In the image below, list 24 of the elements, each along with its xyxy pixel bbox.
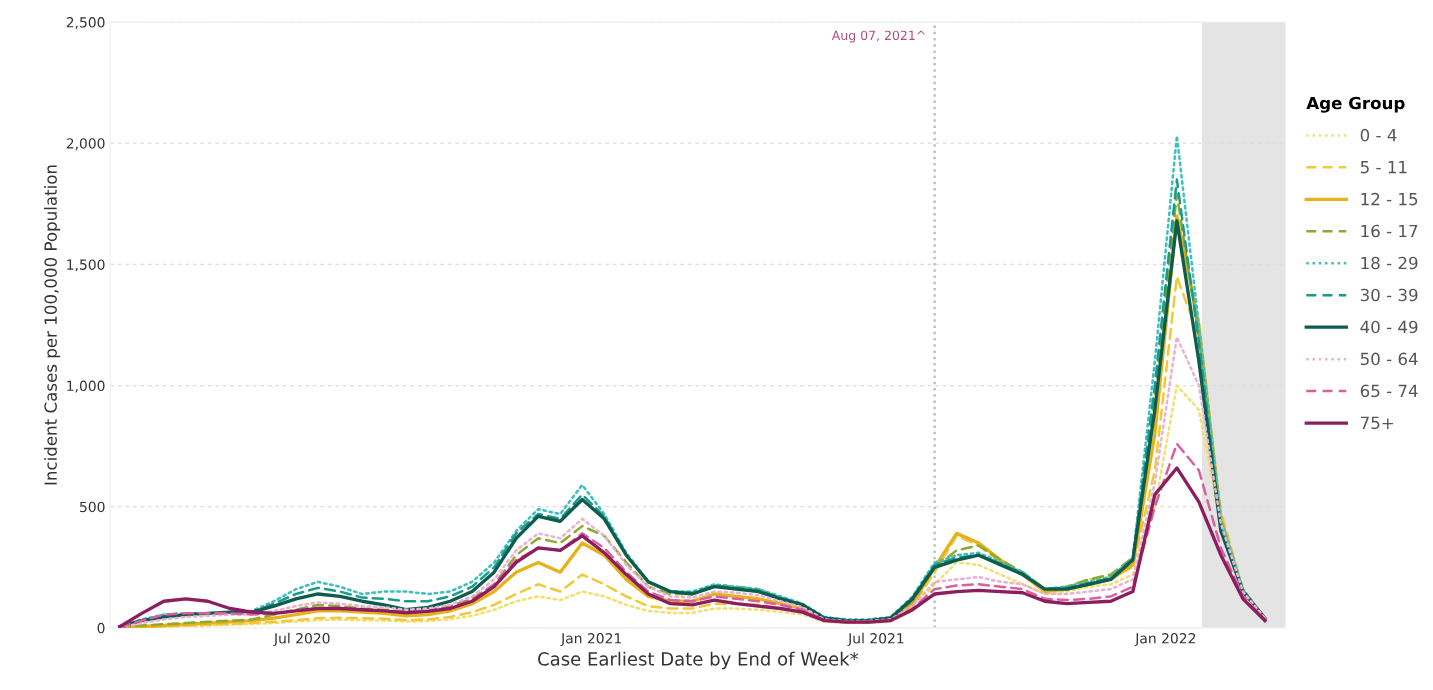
x-axis-title: Case Earliest Date by End of Week* <box>538 651 859 670</box>
legend-label: 40 - 49 <box>1360 320 1418 334</box>
ref-line-label: Aug 07, 2021^ <box>831 30 925 43</box>
y-tick-label: 500 <box>80 501 105 513</box>
legend-label: 65 - 74 <box>1360 384 1418 398</box>
legend-label: 30 - 39 <box>1360 288 1418 302</box>
legend-title: Age Group <box>1306 96 1405 113</box>
y-tick-label: 1,500 <box>67 259 105 272</box>
x-tick-label: Jan 2022 <box>1134 633 1196 647</box>
x-tick-label: Jul 2020 <box>273 632 330 647</box>
x-tick-label: Jan 2021 <box>560 633 621 647</box>
legend-label: 12 - 15 <box>1361 192 1418 206</box>
y-axis-title: Incident Cases per 100,000 Population <box>44 165 61 485</box>
y-tick-label: 2,000 <box>66 138 105 151</box>
y-tick-label: 2,500 <box>66 17 105 29</box>
legend-label: 16 - 17 <box>1361 224 1418 238</box>
y-tick-label: 0 <box>97 622 105 634</box>
legend-label: 5 - 11 <box>1360 161 1407 174</box>
legend-label: 18 - 29 <box>1361 256 1418 270</box>
legend-label: 50 - 64 <box>1360 352 1418 366</box>
x-tick-label: Jul 2021 <box>847 632 904 647</box>
legend-label: 75+ <box>1360 416 1394 430</box>
y-tick-label: 1,000 <box>67 380 105 393</box>
legend-label: 0 - 4 <box>1360 128 1397 142</box>
